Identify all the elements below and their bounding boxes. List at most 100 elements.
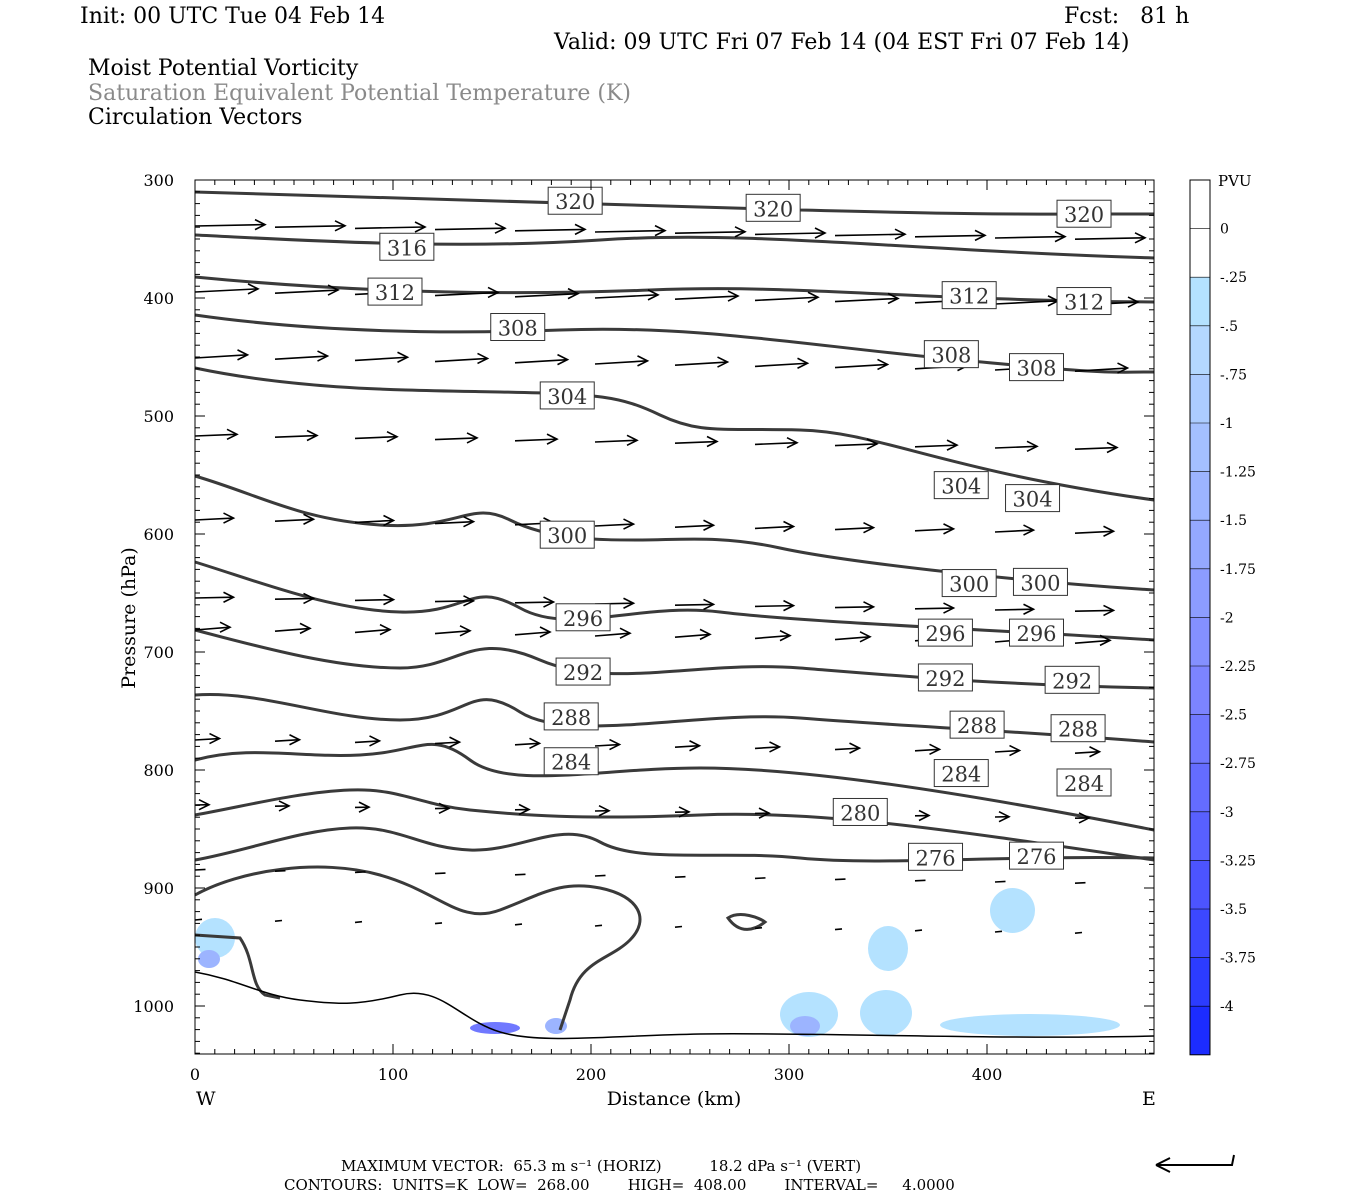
wind-vector-head — [449, 736, 462, 748]
theta-e-contour — [194, 233, 1155, 260]
wind-vector-head — [706, 435, 719, 448]
wind-vector — [514, 601, 554, 604]
field-title-thetae: Saturation Equivalent Potential Temperat… — [88, 81, 631, 106]
contour-label-text: 292 — [925, 667, 965, 691]
wind-vector — [834, 363, 888, 369]
wind-vector-head — [529, 737, 542, 750]
colorbar-swatch — [1190, 909, 1210, 958]
y-tick-label: 300 — [143, 171, 174, 190]
wind-vector — [194, 868, 206, 871]
y-tick-label: 700 — [143, 643, 174, 662]
wind-vector-head — [717, 356, 730, 368]
wind-vector — [274, 627, 311, 632]
contour-label-box — [539, 381, 595, 410]
theta-e-contour — [194, 788, 1155, 862]
wind-vector-head — [397, 351, 410, 363]
wind-vector-head — [866, 438, 879, 450]
x-tick-label: 300 — [774, 1065, 805, 1084]
wind-vector — [594, 743, 620, 747]
wind-vector-head — [219, 621, 232, 633]
wind-vector — [434, 630, 471, 635]
wind-vector — [754, 746, 780, 750]
contour-label: 276 — [1009, 841, 1064, 870]
contour-label: 320 — [547, 186, 603, 215]
y-tick-label: 600 — [143, 525, 174, 544]
wind-vector-head — [974, 229, 987, 242]
contour-label-text: 276 — [915, 846, 955, 870]
contour-label-box — [367, 277, 423, 306]
wind-vector-head — [1026, 440, 1039, 453]
theta-e-contour — [194, 560, 1155, 642]
contour-label: 312 — [941, 281, 997, 310]
wind-vector — [514, 438, 558, 442]
mpv-shading-area — [860, 990, 912, 1036]
wind-vector — [674, 361, 728, 366]
theta-e-contour — [725, 913, 768, 931]
east-label: E — [1142, 1088, 1156, 1110]
wind-vector-head — [223, 512, 236, 524]
colorbar-swatch — [1190, 568, 1210, 618]
wind-vector-head — [1103, 604, 1116, 617]
wind-vector — [994, 235, 1066, 239]
wind-vector — [1074, 446, 1118, 450]
wind-vector-head — [1103, 525, 1116, 537]
y-tick-label: 1000 — [133, 997, 174, 1016]
contour-label: 288 — [543, 702, 599, 731]
wind-vector — [354, 871, 366, 874]
wind-vector-head — [598, 805, 611, 817]
wind-vector-head — [574, 223, 587, 236]
y-tick-labels: 300 400 500 600 700 800 900 1000 — [133, 171, 174, 1016]
contour-label-box — [539, 520, 595, 549]
x-axis-label: Distance (km) — [607, 1088, 742, 1110]
contour-label-box — [745, 193, 801, 222]
colorbar-swatch — [1190, 714, 1210, 764]
y-tick-label: 800 — [143, 761, 174, 780]
contour-label-box — [543, 702, 599, 731]
wind-vector-head — [1117, 362, 1130, 374]
wind-vector — [754, 362, 808, 368]
wind-vector-head — [278, 800, 291, 812]
contour-label: 308 — [490, 313, 546, 341]
wind-vector — [434, 437, 478, 441]
wind-vector-head — [226, 428, 239, 441]
wind-vector — [594, 229, 666, 233]
wind-vector-head — [647, 289, 660, 301]
wind-vector-head — [894, 228, 907, 240]
contour-label-box — [832, 797, 888, 826]
wind-vector — [914, 879, 926, 882]
forecast-hour: Fcst: 81 h — [1064, 4, 1190, 29]
contour-label-text: 296 — [925, 622, 965, 646]
wind-vector — [194, 918, 203, 921]
contour-label: 280 — [832, 797, 888, 826]
wind-vector-head — [438, 802, 451, 815]
wind-vector-head — [1023, 524, 1036, 536]
contour-label-text: 308 — [498, 317, 538, 341]
wind-vector — [354, 598, 394, 602]
mpv-shading-area — [195, 918, 235, 958]
colorbar-swatch — [1190, 325, 1210, 375]
wind-vector — [274, 597, 314, 600]
wind-vector — [754, 232, 826, 236]
wind-vector — [594, 924, 603, 927]
colorbar-label: -3 — [1220, 805, 1234, 821]
contour-label: 276 — [908, 842, 964, 871]
contour-label-box — [923, 340, 979, 369]
wind-vector-head — [383, 593, 396, 606]
theta-e-contour — [194, 275, 1155, 304]
wind-vector — [354, 628, 391, 634]
contour-label: 296 — [917, 618, 973, 647]
wind-vector — [674, 925, 683, 928]
wind-vector-head — [463, 595, 476, 607]
colorbar-label: 0 — [1220, 222, 1229, 238]
wind-vector — [594, 360, 648, 365]
wind-vector — [514, 742, 540, 746]
wind-vector-head — [727, 290, 740, 302]
wind-vector-head — [463, 515, 476, 528]
contour-label: 300 — [941, 569, 997, 598]
wind-vector-head — [703, 519, 716, 531]
wind-vector-head — [1009, 744, 1022, 757]
wind-vector — [834, 636, 871, 641]
wind-vector — [994, 608, 1034, 611]
wind-vector-head — [317, 350, 330, 362]
wind-vector-head — [863, 601, 876, 613]
